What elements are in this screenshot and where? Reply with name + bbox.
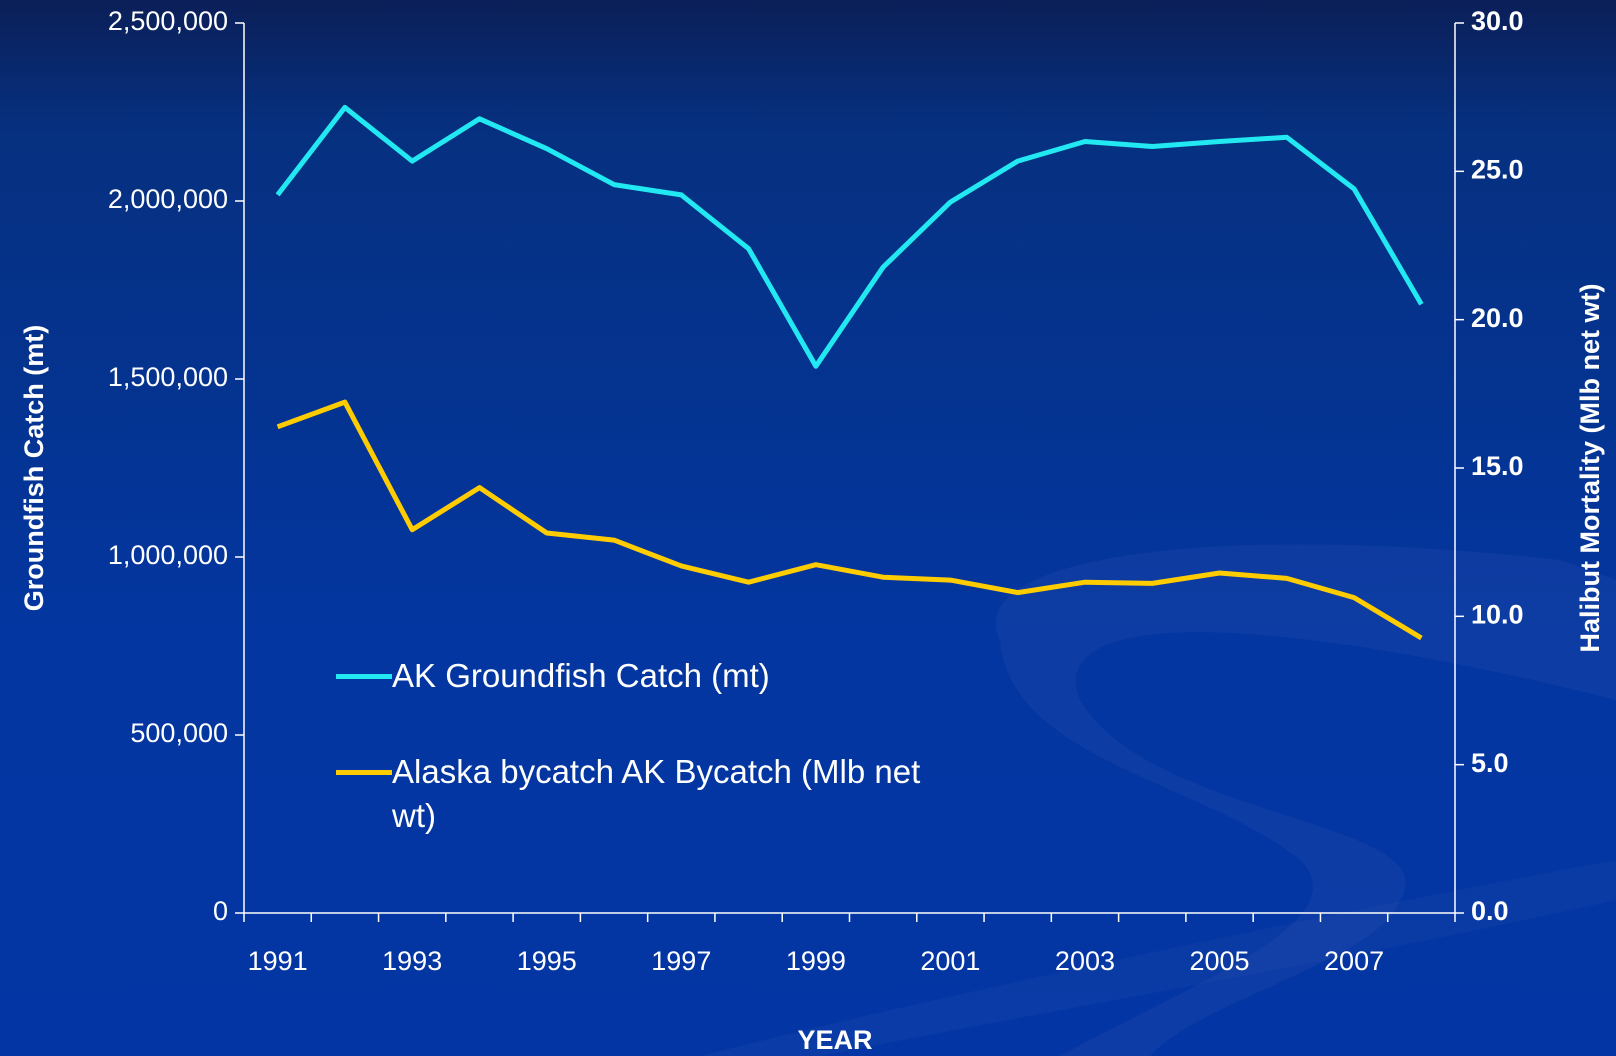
y2-tick-label: 20.0 <box>1471 303 1524 333</box>
legend-item: Alaska bycatch AK Bycatch (Mlb net wt) <box>336 750 932 838</box>
y2-tick-label: 25.0 <box>1471 154 1524 184</box>
x-tick-label: 1999 <box>786 946 846 976</box>
y-tick-label: 2,000,000 <box>108 184 228 214</box>
legend-swatch <box>336 770 392 775</box>
y2-tick-label: 0.0 <box>1471 896 1509 926</box>
y-tick-label: 2,500,000 <box>108 6 228 36</box>
legend-label: AK Groundfish Catch (mt) <box>392 657 770 694</box>
legend-label: Alaska bycatch AK Bycatch (Mlb net wt) <box>392 753 921 834</box>
legend-swatch <box>336 674 392 679</box>
series-line <box>275 104 1424 369</box>
y-tick-label: 1,500,000 <box>108 362 228 392</box>
y-tick-label: 1,000,000 <box>108 540 228 570</box>
y-tick-label: 500,000 <box>130 718 228 748</box>
decor-swirl <box>995 544 1616 1056</box>
y2-tick-label: 10.0 <box>1471 599 1524 629</box>
decor-swirl <box>700 860 1616 1056</box>
y2-tick-label: 5.0 <box>1471 748 1509 778</box>
x-tick-label: 1993 <box>382 946 442 976</box>
y2-tick-label: 30.0 <box>1471 6 1524 36</box>
y-tick-label: 0 <box>213 896 228 926</box>
x-tick-label: 2003 <box>1055 946 1115 976</box>
x-tick-label: 1995 <box>517 946 577 976</box>
y2-axis-label: Halibut Mortality (Mlb net wt) <box>1575 284 1605 653</box>
x-tick-label: 1991 <box>248 946 308 976</box>
y-axis-label: Groundfish Catch (mt) <box>19 325 49 611</box>
x-tick-label: 2005 <box>1189 946 1249 976</box>
legend-item: AK Groundfish Catch (mt) <box>336 654 932 698</box>
x-tick-label: 2001 <box>920 946 980 976</box>
x-axis-label: YEAR <box>797 1025 872 1055</box>
x-tick-label: 2007 <box>1324 946 1384 976</box>
series-line <box>276 399 1423 641</box>
x-tick-label: 1997 <box>651 946 711 976</box>
y2-tick-label: 15.0 <box>1471 451 1524 481</box>
